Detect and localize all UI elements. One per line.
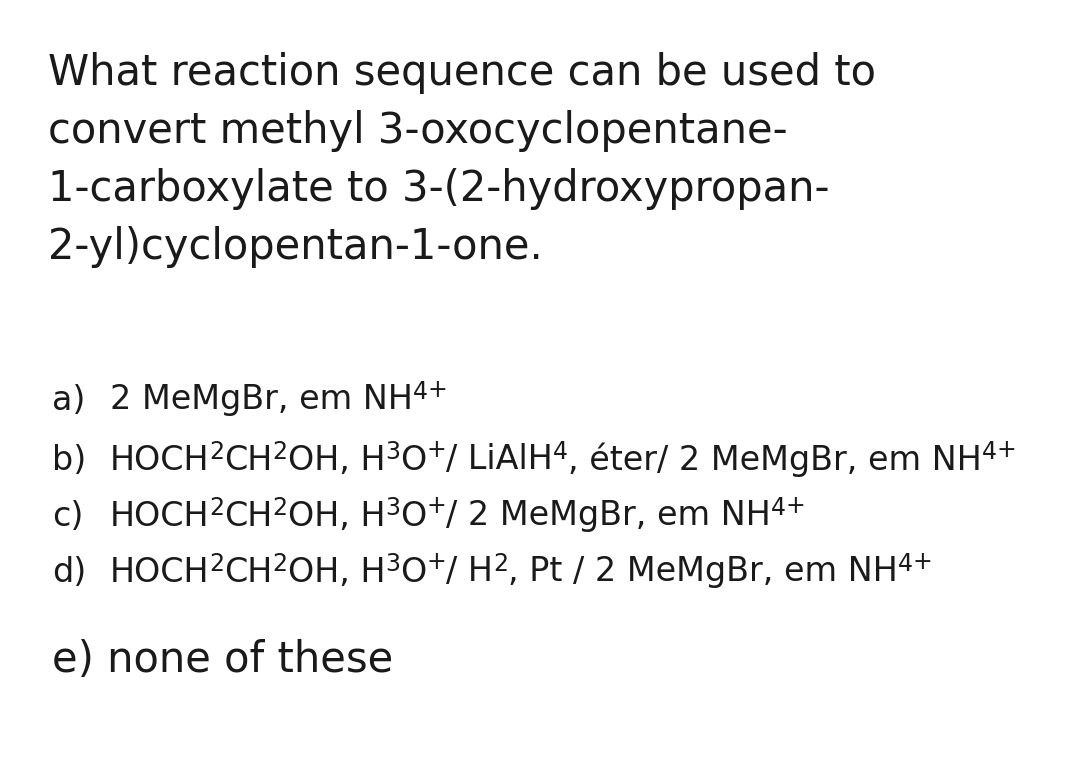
Text: 3: 3 <box>385 552 400 576</box>
Text: 2: 2 <box>209 496 224 520</box>
Text: CH: CH <box>224 555 273 588</box>
Text: 4: 4 <box>982 440 997 464</box>
Text: 2: 2 <box>493 552 508 576</box>
Text: convert methyl 3-oxocyclopentane-: convert methyl 3-oxocyclopentane- <box>47 110 788 152</box>
Text: c): c) <box>52 500 83 533</box>
Text: 2: 2 <box>273 440 288 464</box>
Text: / 2 MeMgBr, em NH: / 2 MeMgBr, em NH <box>447 500 771 533</box>
Text: What reaction sequence can be used to: What reaction sequence can be used to <box>47 52 876 94</box>
Text: 2: 2 <box>209 440 224 464</box>
Text: 2 MeMgBr, em NH: 2 MeMgBr, em NH <box>110 383 413 417</box>
Text: d): d) <box>52 555 86 588</box>
Text: OH, H: OH, H <box>288 500 385 533</box>
Text: +: + <box>428 378 448 402</box>
Text: +: + <box>426 494 447 518</box>
Text: , Pt / 2 MeMgBr, em NH: , Pt / 2 MeMgBr, em NH <box>508 555 898 588</box>
Text: O: O <box>400 500 426 533</box>
Text: 2-yl)cyclopentan-1-one.: 2-yl)cyclopentan-1-one. <box>47 226 543 268</box>
Text: e) none of these: e) none of these <box>52 639 393 681</box>
Text: +: + <box>997 438 1016 462</box>
Text: 1-carboxylate to 3-(2-hydroxypropan-: 1-carboxylate to 3-(2-hydroxypropan- <box>47 168 830 210</box>
Text: b): b) <box>52 443 86 476</box>
Text: +: + <box>913 550 932 574</box>
Text: / H: / H <box>447 555 493 588</box>
Text: , éter/ 2 MeMgBr, em NH: , éter/ 2 MeMgBr, em NH <box>568 443 982 477</box>
Text: +: + <box>426 438 447 462</box>
Text: O: O <box>400 555 426 588</box>
Text: 3: 3 <box>385 440 400 464</box>
Text: HOCH: HOCH <box>110 443 209 476</box>
Text: +: + <box>786 494 806 518</box>
Text: HOCH: HOCH <box>110 500 209 533</box>
Text: HOCH: HOCH <box>110 555 209 588</box>
Text: OH, H: OH, H <box>288 443 385 476</box>
Text: +: + <box>426 550 447 574</box>
Text: 4: 4 <box>413 380 428 404</box>
Text: 2: 2 <box>273 496 288 520</box>
Text: 4: 4 <box>554 440 568 464</box>
Text: 4: 4 <box>898 552 913 576</box>
Text: 2: 2 <box>273 552 288 576</box>
Text: OH, H: OH, H <box>288 555 385 588</box>
Text: 4: 4 <box>771 496 786 520</box>
Text: a): a) <box>52 383 85 417</box>
Text: / LiAlH: / LiAlH <box>447 443 554 476</box>
Text: O: O <box>400 443 426 476</box>
Text: 2: 2 <box>209 552 224 576</box>
Text: 3: 3 <box>385 496 400 520</box>
Text: CH: CH <box>224 443 273 476</box>
Text: CH: CH <box>224 500 273 533</box>
